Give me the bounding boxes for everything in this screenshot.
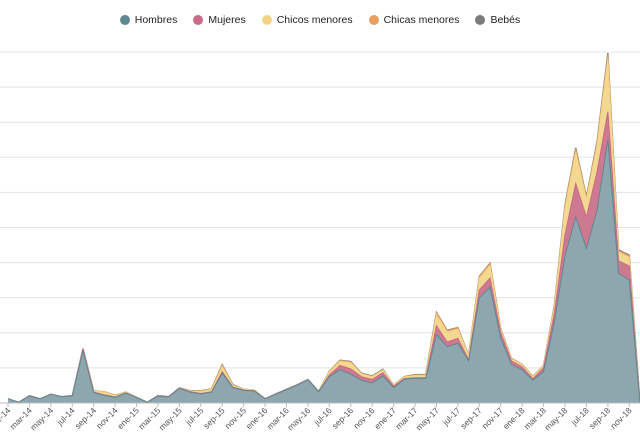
series-line-chicas-menores xyxy=(7,54,640,404)
x-tick-label: may-18 xyxy=(542,405,569,432)
legend-item-chicas-menores[interactable]: Chicas menores xyxy=(368,14,460,26)
legend-label: Chicas menores xyxy=(383,14,460,26)
series-line-hombres xyxy=(7,139,640,404)
legend-label: Mujeres xyxy=(208,14,246,26)
x-tick-label: nov-14 xyxy=(94,405,120,431)
series-area-chicos-menores xyxy=(8,59,640,404)
legend-swatch xyxy=(193,15,204,25)
series-area-hombres xyxy=(8,139,640,403)
x-tick-label: nov-15 xyxy=(223,405,249,431)
x-tick-label: ene-17 xyxy=(372,405,398,431)
x-tick-label: sep-14 xyxy=(73,405,99,431)
x-tick-label: nov-17 xyxy=(480,405,506,431)
x-tick-label: sep-16 xyxy=(330,405,356,431)
x-tick-label: ene-18 xyxy=(501,405,527,431)
legend-swatch xyxy=(475,15,486,25)
x-tick-label: nov-18 xyxy=(608,405,634,431)
x-tick-label: may-16 xyxy=(285,405,312,432)
legend-swatch xyxy=(119,15,130,25)
series-line-bebs xyxy=(7,52,640,404)
series-line-mujeres xyxy=(7,111,640,404)
legend-item-mujeres[interactable]: Mujeres xyxy=(193,14,246,26)
legend-label: Chicos menores xyxy=(276,14,353,26)
legend-item-hombres[interactable]: Hombres xyxy=(119,14,178,26)
legend-item-bebs[interactable]: Bebés xyxy=(475,14,520,26)
legend-label: Hombres xyxy=(134,14,178,26)
legend-swatch xyxy=(261,15,272,25)
x-tick-label: sep-15 xyxy=(201,405,227,431)
x-tick-label: may-14 xyxy=(28,405,55,432)
series-area-chicas-menores xyxy=(8,54,640,404)
legend-label: Bebés xyxy=(490,14,521,26)
x-tick-label: may-15 xyxy=(157,405,184,432)
legend: Hombres Mujeres Chicos menores Chicas menor… xyxy=(0,14,640,26)
x-tick-label: sep-17 xyxy=(458,405,484,431)
legend-item-chicos-menores[interactable]: Chicos menores xyxy=(261,14,353,26)
legend-swatch xyxy=(368,15,379,25)
x-tick-label: ene-16 xyxy=(244,405,270,431)
series-area-bebs xyxy=(8,53,640,403)
x-tick-label: may-17 xyxy=(414,405,441,432)
x-tick-label: ene-15 xyxy=(115,405,141,431)
series-line-chicos-menores xyxy=(7,58,640,404)
x-tick-label: nov-16 xyxy=(351,405,377,431)
x-tick-label: sep-18 xyxy=(587,405,613,431)
